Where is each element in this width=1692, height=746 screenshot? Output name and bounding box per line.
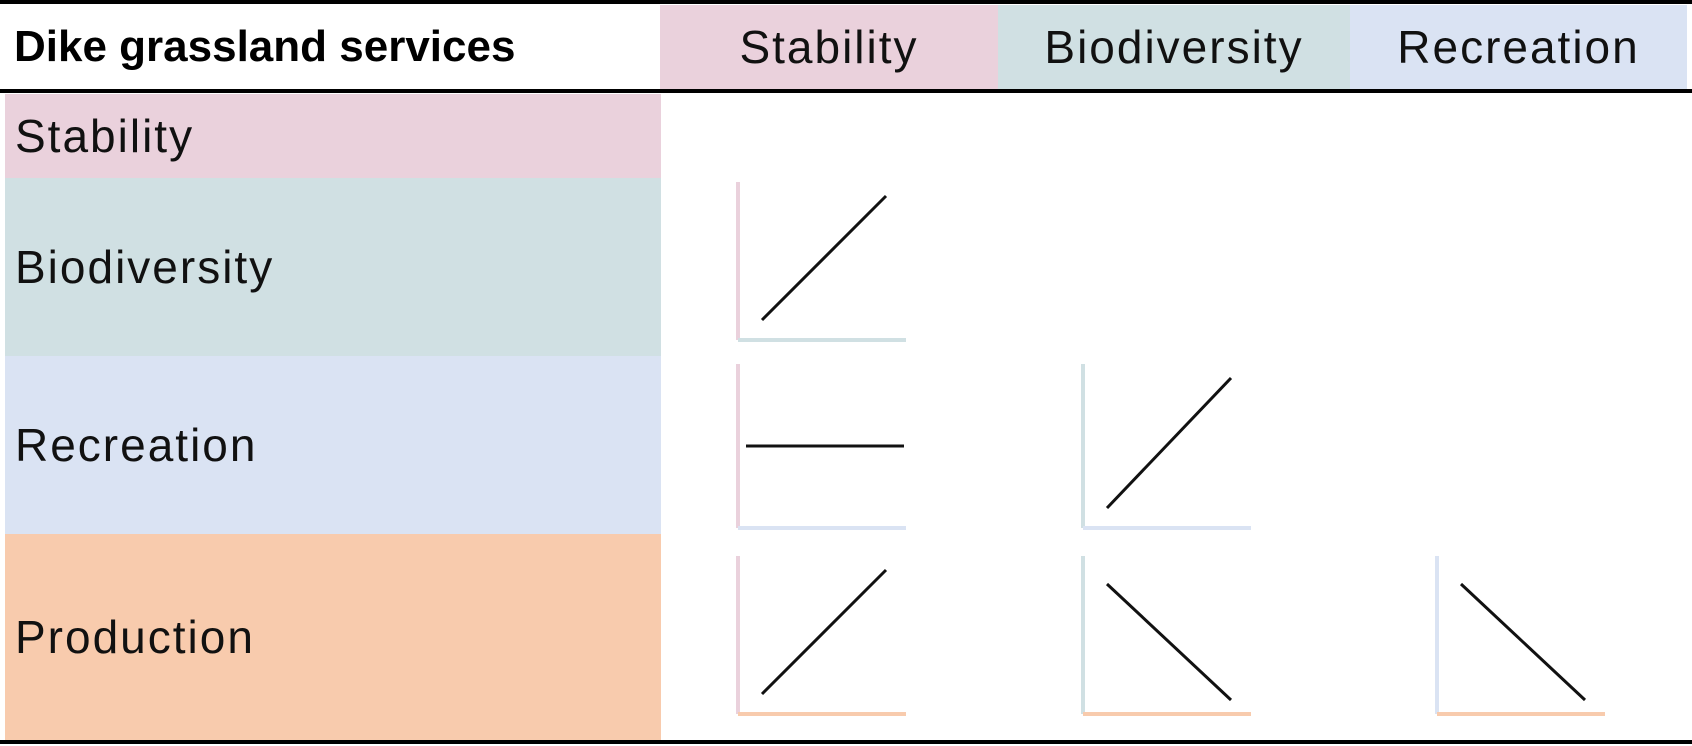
top-rule (0, 0, 1692, 4)
production-vs-recreation-trend-line (1459, 582, 1587, 702)
column-header-biodiversity: Biodiversity (998, 5, 1350, 89)
production-vs-biodiversity-trend-line (1105, 582, 1233, 702)
column-header-stability: Stability (660, 5, 998, 89)
row-label-production: Production (5, 534, 661, 740)
biodiversity-vs-stability-trend-line (760, 194, 888, 322)
recreation-vs-biodiversity-trend-line (1105, 376, 1233, 510)
production-vs-stability-trend-line (760, 568, 888, 696)
row-label-stability: Stability (5, 94, 661, 178)
header-rule (0, 89, 1692, 93)
table-title: Dike grassland services (14, 22, 516, 71)
column-header-recreation: Recreation (1350, 5, 1687, 89)
row-label-recreation: Recreation (5, 356, 661, 534)
row-label-biodiversity: Biodiversity (5, 178, 661, 356)
bottom-rule (0, 740, 1692, 744)
